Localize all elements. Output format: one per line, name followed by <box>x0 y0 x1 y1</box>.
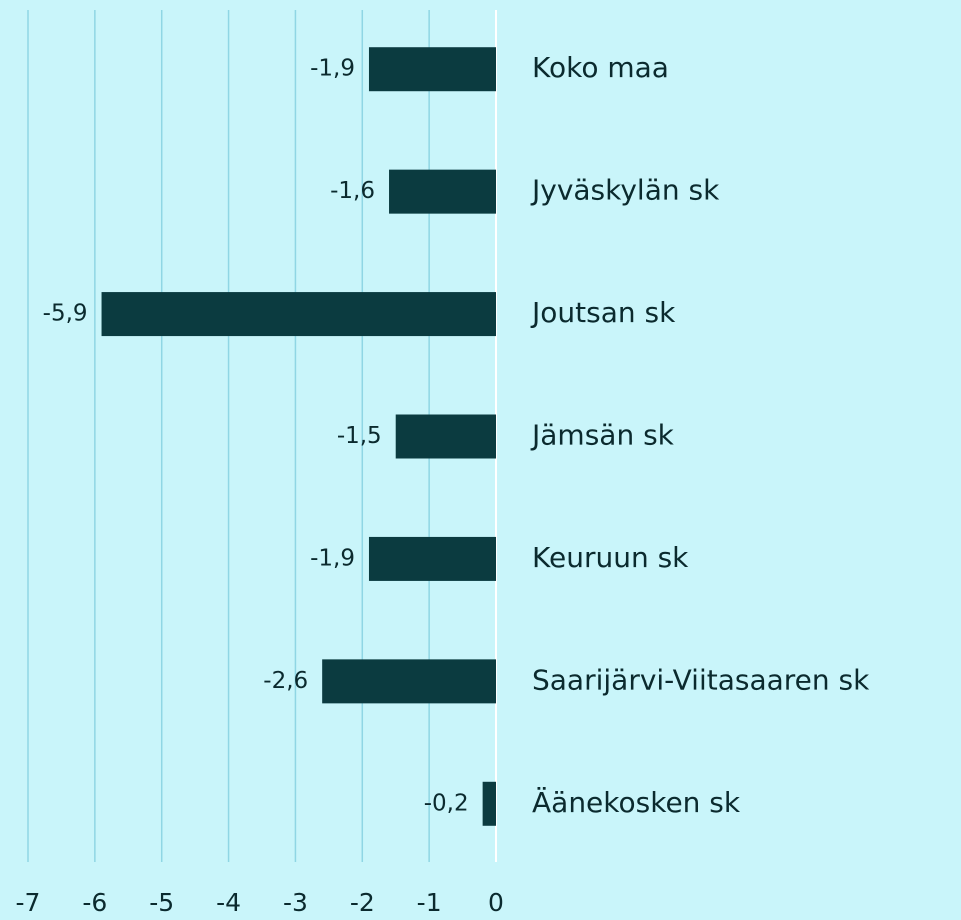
value-label: -2,6 <box>263 668 308 694</box>
bar <box>101 292 497 337</box>
category-label: Saarijärvi-Viitasaaren sk <box>532 663 870 696</box>
x-tick-label: -1 <box>417 888 442 917</box>
value-label: -1,6 <box>330 178 375 204</box>
bar <box>368 47 496 92</box>
value-label: -1,9 <box>310 56 355 82</box>
value-label: -5,9 <box>43 301 88 327</box>
category-label: Joutsan sk <box>530 296 676 329</box>
x-tick-label: -6 <box>82 888 107 917</box>
category-label: Keuruun sk <box>532 541 689 574</box>
bar <box>322 659 496 704</box>
x-tick-label: -7 <box>16 888 41 917</box>
category-label: Koko maa <box>532 51 669 84</box>
x-tick-label: -3 <box>283 888 308 917</box>
x-tick-label: -2 <box>350 888 375 917</box>
category-label: Äänekosken sk <box>532 786 741 819</box>
bar <box>368 536 496 581</box>
category-label: Jämsän sk <box>530 419 675 452</box>
x-tick-label: -4 <box>216 888 241 917</box>
value-label: -1,9 <box>310 545 355 571</box>
category-label: Jyväskylän sk <box>530 174 720 207</box>
bar <box>395 414 496 459</box>
x-tick-label: 0 <box>488 888 504 917</box>
bar <box>389 169 496 214</box>
bar <box>482 781 496 826</box>
value-label: -0,2 <box>424 790 469 816</box>
x-tick-label: -5 <box>149 888 174 917</box>
value-label: -1,5 <box>337 423 382 449</box>
